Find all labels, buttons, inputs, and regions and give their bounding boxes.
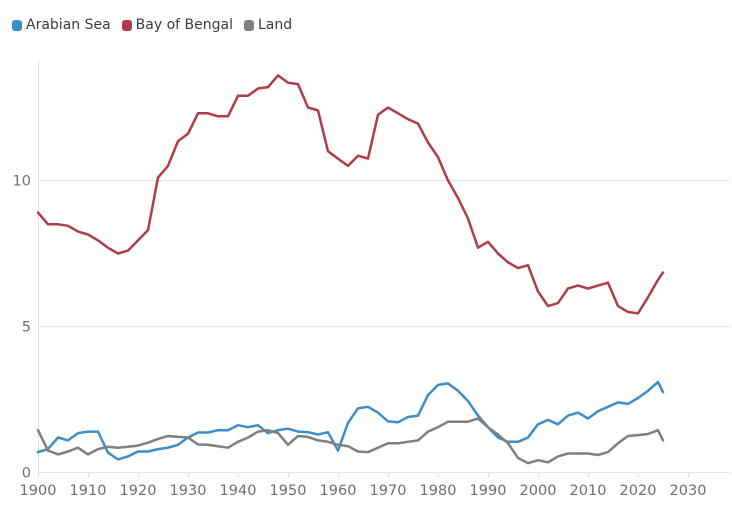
legend-swatch-bay-of-bengal [121,19,132,31]
legend-item-land[interactable]: Land [243,17,293,33]
series-line-arabian-sea [36,380,665,461]
x-tick-label-1950: 1950 [270,483,307,499]
legend-label-land: Land [257,17,293,33]
y-tick-label-0: 0 [22,466,31,482]
x-tick-label-1980: 1980 [420,483,457,499]
legend-item-arabian-sea[interactable]: Arabian Sea [12,18,111,32]
legend-item-bay-of-bengal[interactable]: Bay of Bengal [121,17,233,33]
x-tick-label-1990: 1990 [470,483,507,499]
legend-swatch-arabian-sea [12,19,22,31]
legend-label-bay-of-bengal: Bay of Bengal [135,17,233,33]
x-tick-label-1910: 1910 [70,483,107,499]
legend-label-arabian-sea: Arabian Sea [26,17,111,33]
legend-swatch-land [243,19,254,31]
x-tick-label-2000: 2000 [520,483,557,499]
x-tick-label-2010: 2010 [570,483,607,499]
legend: Arabian Sea Bay of Bengal Land [12,18,292,32]
x-tick-label-1900: 1900 [20,483,57,499]
x-tick-label-1930: 1930 [170,483,207,499]
series-line-land [36,417,665,465]
x-tick-label-2030: 2030 [670,483,707,499]
x-tick-label-1920: 1920 [120,483,157,499]
series-line-bay-of-bengal [36,74,665,315]
x-tick-label-1960: 1960 [320,483,357,499]
y-tick-label-10: 10 [13,174,31,190]
y-tick-label-5: 5 [22,320,31,336]
x-tick-label-1970: 1970 [370,483,407,499]
x-tick-label-1940: 1940 [220,483,257,499]
x-tick-label-2020: 2020 [620,483,657,499]
